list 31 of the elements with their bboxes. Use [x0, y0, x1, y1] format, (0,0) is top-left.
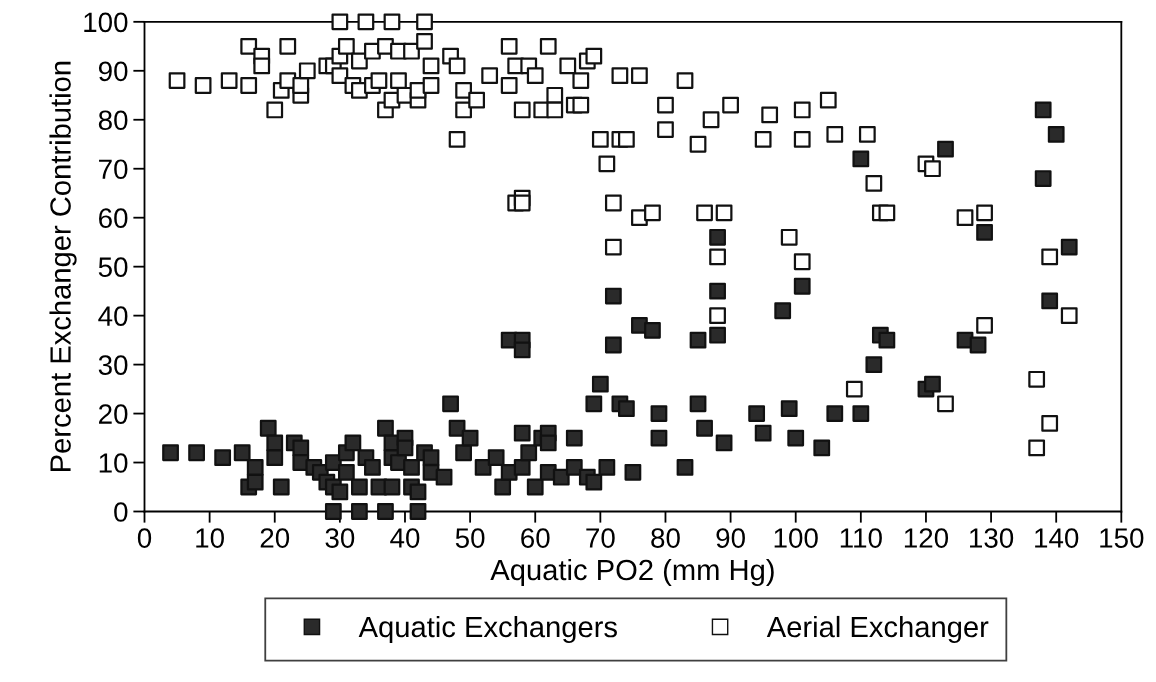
y-tick-label: 60	[99, 208, 128, 229]
y-tick-label: 20	[99, 404, 128, 424]
x-tick-label: 50	[455, 528, 485, 548]
x-tick-label: 20	[260, 528, 290, 548]
y-tick-label: 30	[98, 355, 128, 375]
x-tick-label: 150	[1100, 528, 1144, 548]
x-tick-label: 80	[651, 528, 680, 548]
x-tick-label: 100	[774, 528, 818, 548]
y-tick-label: 10	[99, 453, 128, 473]
x-tick-label: 110	[840, 528, 882, 548]
y-axis-title: Percent Exchanger Contribution	[49, 61, 77, 471]
x-tick-label: 120	[904, 528, 949, 548]
x-tick-label: 60	[521, 528, 550, 548]
x-tick-label: 130	[970, 528, 1014, 548]
x-tick-label: 10	[196, 528, 224, 548]
legend-label: Aquatic Exchangers	[358, 615, 617, 644]
y-tick-label: 80	[98, 110, 128, 131]
x-tick-label: 40	[390, 528, 420, 548]
y-tick-label: 0	[114, 502, 128, 522]
legend-label: Aerial Exchanger	[766, 615, 989, 644]
x-tick-label: 140	[1035, 528, 1079, 548]
x-tick-label: 30	[325, 528, 355, 548]
y-tick-label: 40	[98, 306, 128, 326]
y-tick-label: 100	[84, 12, 128, 33]
x-tick-label: 90	[716, 528, 745, 548]
y-tick-label: 90	[98, 61, 128, 82]
x-axis-title: Aquatic PO2 (mm Hg)	[490, 558, 774, 587]
y-tick-label: 50	[98, 257, 128, 277]
x-tick-label: 70	[586, 528, 615, 548]
y-tick-label: 70	[99, 159, 128, 180]
x-tick-label: 0	[137, 528, 152, 548]
